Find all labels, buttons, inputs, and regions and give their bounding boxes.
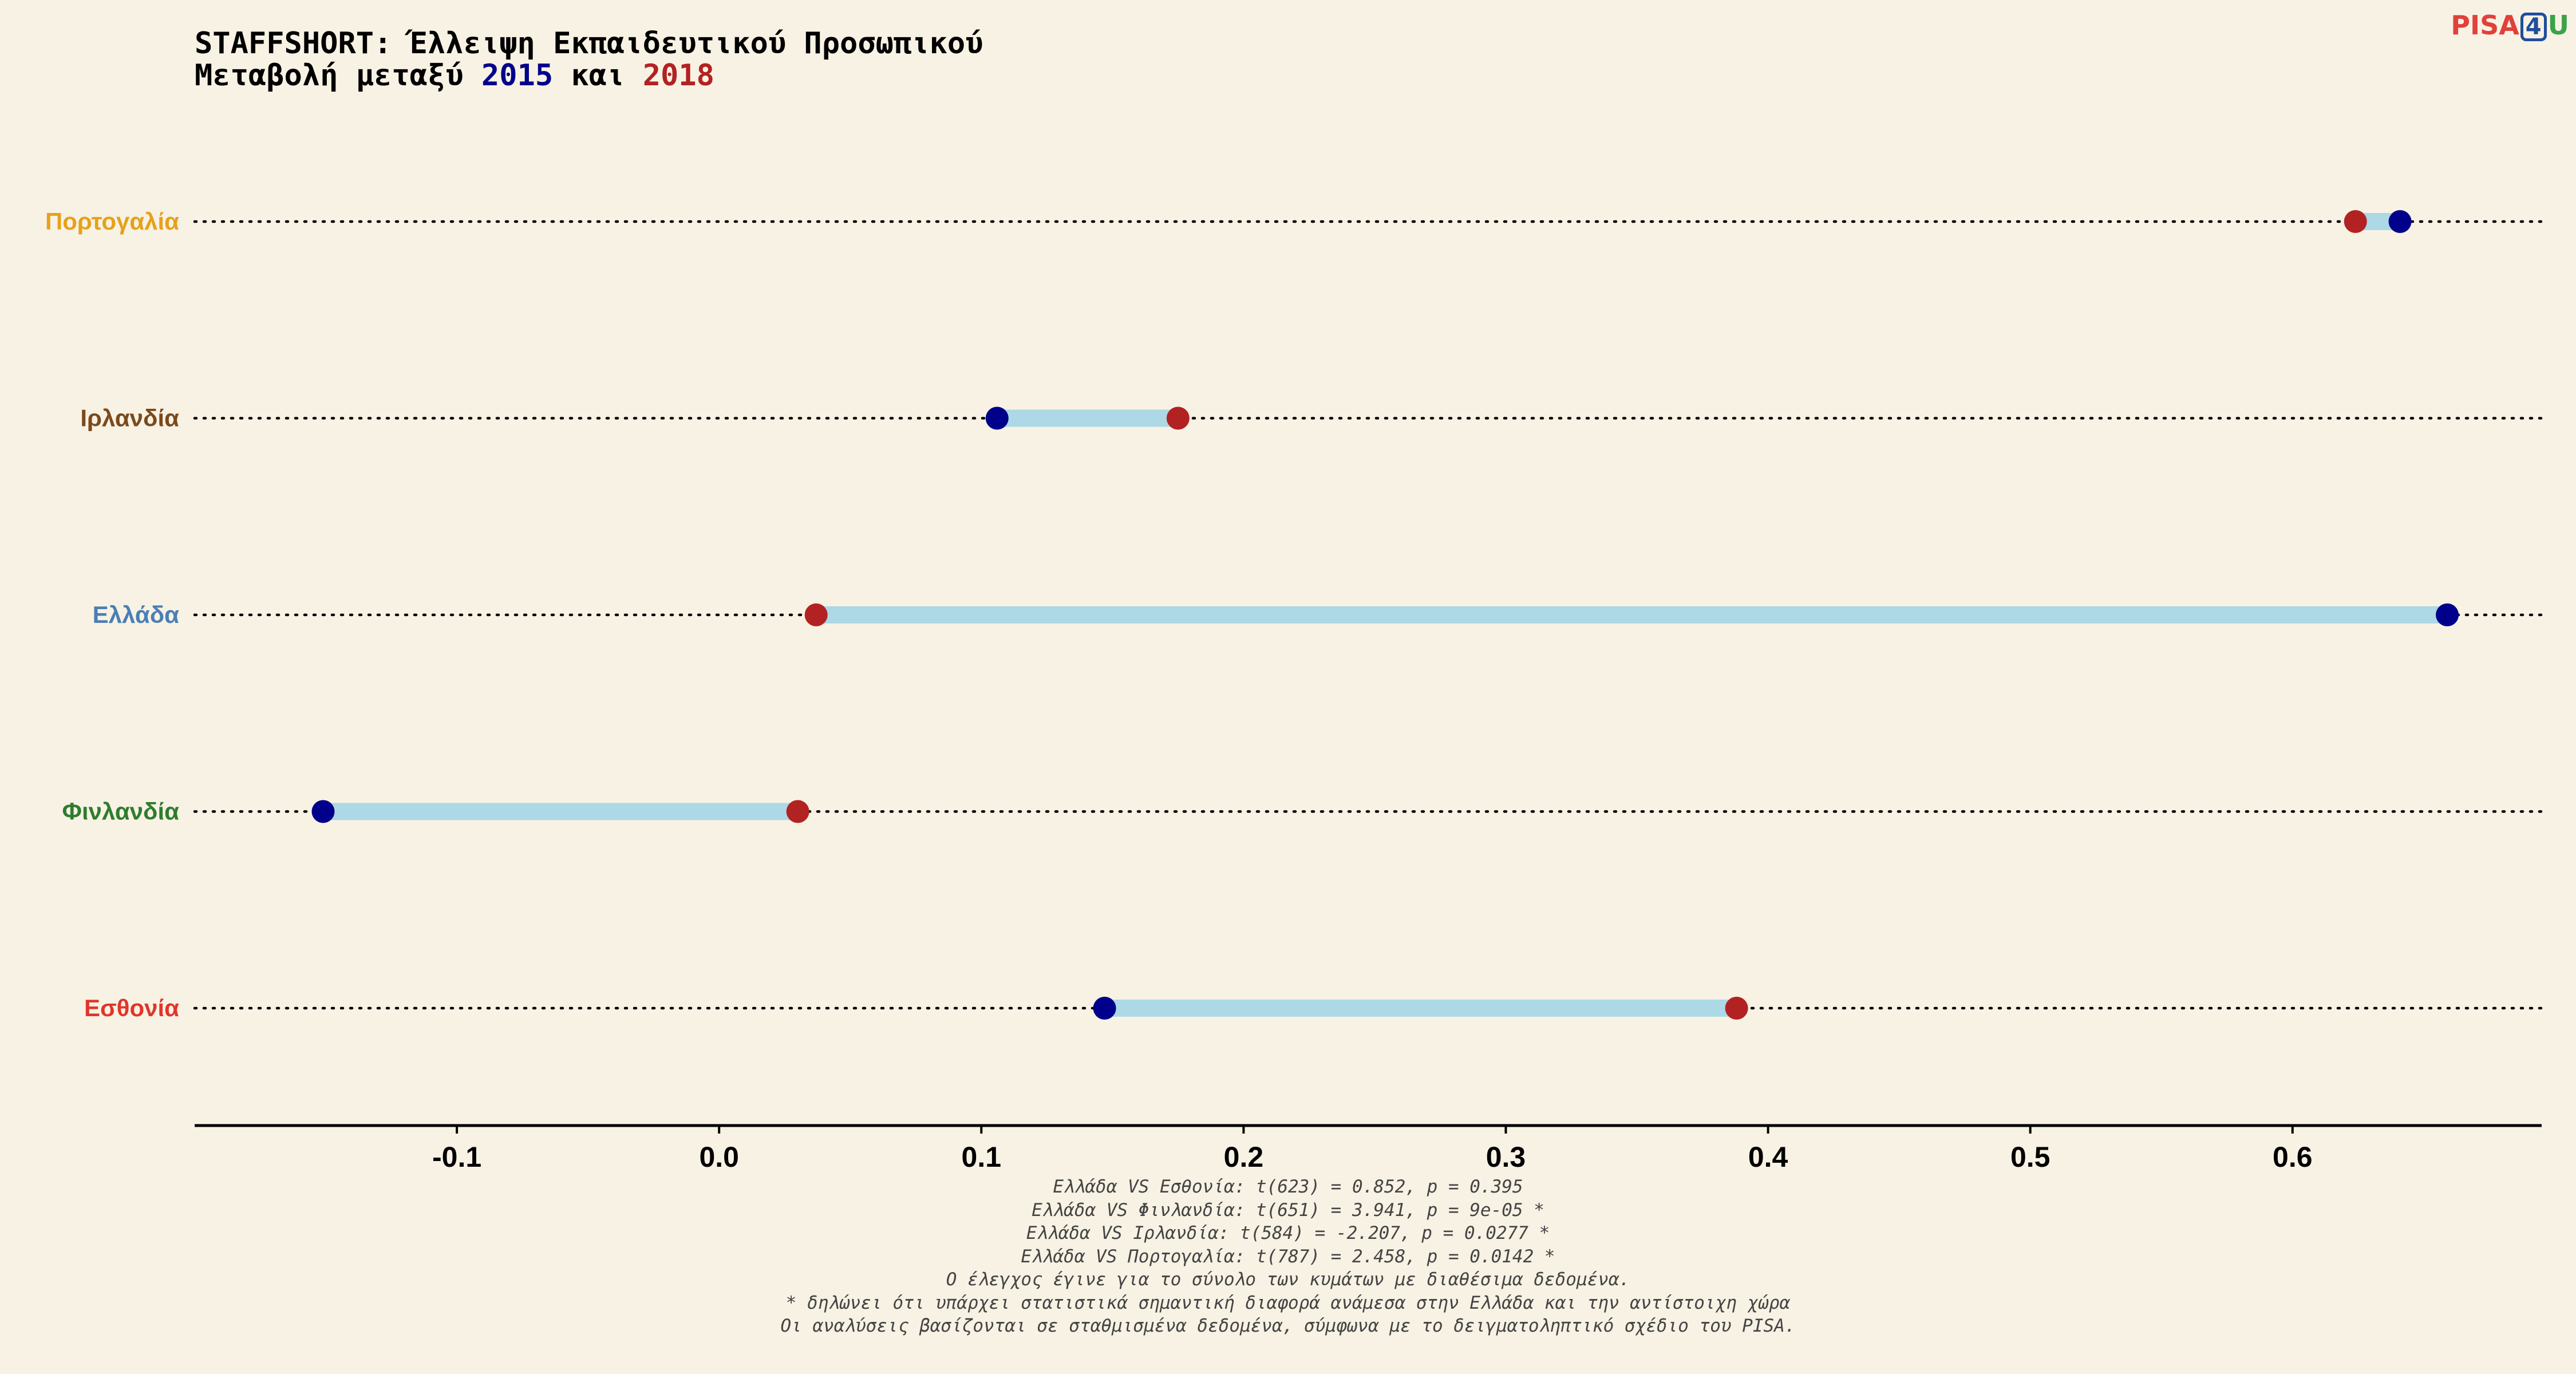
statistical-notes: Ελλάδα VS Εσθονία: t(623) = 0.852, p = 0…: [0, 1175, 2576, 1338]
note-line: Ελλάδα VS Εσθονία: t(623) = 0.852, p = 0…: [1053, 1176, 1523, 1197]
note-line: Ελλάδα VS Πορτογαλία: t(787) = 2.458, p …: [1021, 1246, 1555, 1267]
chart-subtitle: Μεταβολή μεταξύ 2015 και 2018: [195, 60, 714, 92]
point-2018: [804, 603, 828, 626]
x-tick-label: 0.2: [1224, 1141, 1264, 1173]
point-2015: [2436, 603, 2459, 626]
x-tick-label: 0.1: [962, 1141, 1002, 1173]
subtitle-year-2018: 2018: [642, 58, 714, 93]
logo-four-box: 4: [2520, 13, 2547, 41]
subtitle-year-2015: 2015: [481, 58, 554, 93]
x-tick-label: 0.0: [699, 1141, 739, 1173]
note-line: Ελλάδα VS Ιρλανδία: t(584) = -2.207, p =…: [1026, 1223, 1550, 1243]
logo-u-text: U: [2547, 10, 2569, 41]
x-tick-label: 0.6: [2273, 1141, 2313, 1173]
point-2015: [1093, 997, 1116, 1020]
pisa4u-logo: PISA 4 U: [2451, 10, 2569, 41]
x-tick-label: -0.1: [432, 1141, 481, 1173]
category-label: Ιρλανδία: [80, 405, 179, 432]
chart-title: STAFFSHORT: Έλλειψη Εκπαιδευτικού Προσωπ…: [195, 26, 983, 61]
x-tick-label: 0.3: [1486, 1141, 1526, 1173]
category-label: Φινλανδία: [62, 798, 180, 825]
point-2018: [1166, 406, 1190, 430]
subtitle-prefix: Μεταβολή μεταξύ: [195, 58, 481, 93]
x-tick-label: 0.5: [2010, 1141, 2050, 1173]
subtitle-conjunction: και: [553, 58, 643, 93]
category-label: Ελλάδα: [93, 601, 180, 628]
point-2015: [2388, 210, 2412, 233]
note-line: * δηλώνει ότι υπάρχει στατιστικά σημαντι…: [785, 1292, 1791, 1313]
category-label: Πορτογαλία: [45, 208, 179, 235]
note-line: Οι αναλύσεις βασίζονται σε σταθμισμένα δ…: [780, 1316, 1796, 1336]
point-2015: [985, 406, 1009, 430]
point-2018: [1725, 997, 1748, 1020]
category-label: Εσθονία: [84, 994, 179, 1021]
point-2018: [2344, 210, 2367, 233]
logo-pisa-text: PISA: [2451, 10, 2519, 41]
x-tick-label: 0.4: [1748, 1141, 1788, 1173]
note-line: Ελλάδα VS Φινλανδία: t(651) = 3.941, p =…: [1032, 1199, 1544, 1221]
point-2015: [311, 800, 335, 823]
point-2018: [786, 800, 809, 823]
note-line: Ο έλεγχος έγινε για το σύνολο των κυμάτω…: [946, 1269, 1630, 1290]
